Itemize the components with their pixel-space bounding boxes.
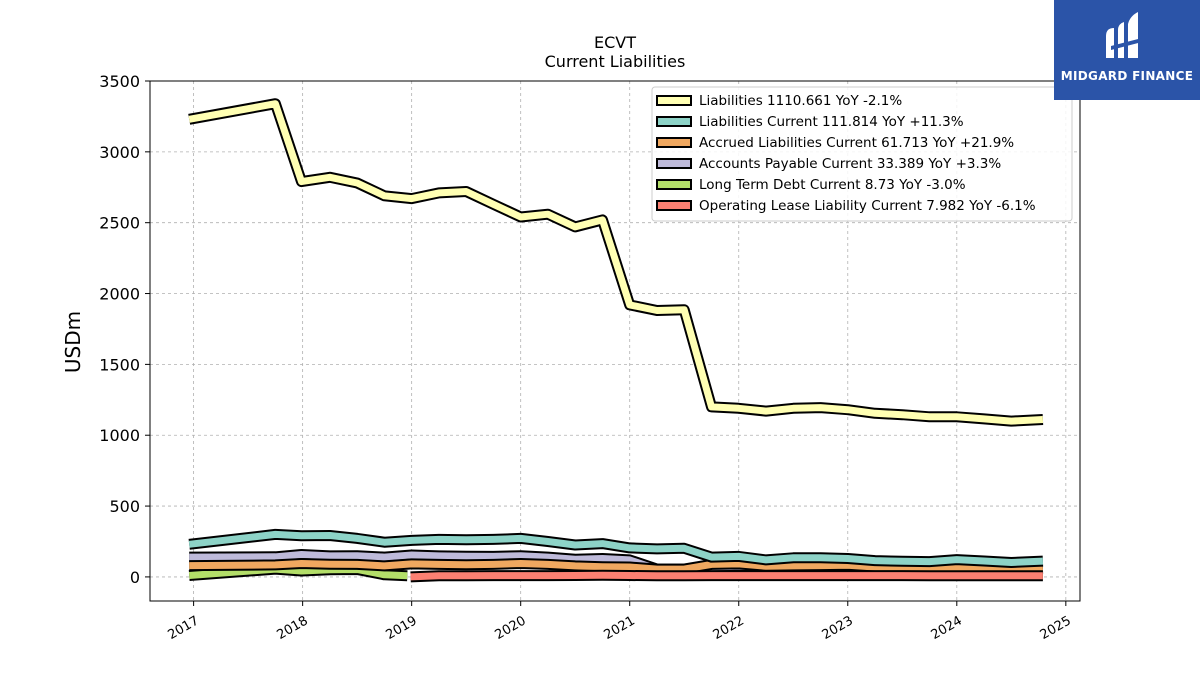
x-tick-label: 2018: [274, 613, 310, 643]
legend-label: Liabilities 1110.661 YoY -2.1%: [699, 93, 902, 109]
series-line: [188, 528, 1044, 568]
y-tick-label: 1000: [99, 426, 140, 445]
plot-frame: [149, 80, 1081, 602]
x-tick-label: 2017: [165, 613, 201, 643]
series-line: [410, 569, 1043, 583]
legend-label: Operating Lease Liability Current 7.982 …: [699, 198, 1036, 214]
brand-mark-icon: [1106, 12, 1142, 58]
y-tick-label: 1500: [99, 355, 140, 374]
y-tick-label: 2500: [99, 214, 140, 233]
brand-logo: MIDGARD FINANCE: [1054, 0, 1200, 100]
legend-box: [651, 86, 1073, 222]
legend-swatch: [656, 137, 692, 148]
legend-label: Long Term Debt Current 8.73 YoY -3.0%: [699, 177, 966, 193]
x-tick-label: 2021: [602, 613, 638, 643]
legend-swatch: [656, 158, 692, 169]
chart-subtitle: Current Liabilities: [545, 52, 686, 71]
legend: Liabilities 1110.661 YoY -2.1% Liabilitie…: [651, 86, 1073, 222]
brand-name: MIDGARD FINANCE: [1060, 69, 1194, 83]
y-tick-label: 0: [130, 568, 140, 587]
series-layer: [188, 98, 1044, 583]
series-stroke: [188, 100, 1044, 425]
x-tick-label: 2025: [1038, 613, 1074, 643]
series-stroke: [410, 571, 1043, 581]
x-tick-label: 2022: [711, 613, 747, 643]
y-tick-label: 3500: [99, 72, 140, 91]
x-tick-label: 2023: [820, 613, 856, 643]
legend-label: Accounts Payable Current 33.389 YoY +3.3…: [699, 156, 1001, 172]
x-tick-label: 2019: [384, 613, 420, 643]
y-tick-label: 500: [109, 497, 140, 516]
x-tick-label: 2020: [493, 613, 529, 643]
legend-label: Liabilities Current 111.814 YoY +11.3%: [699, 114, 964, 130]
series-line: [188, 98, 1044, 427]
legend-label: Accrued Liabilities Current 61.713 YoY +…: [699, 135, 1014, 151]
chart-title: ECVT: [594, 33, 636, 52]
series-stroke: [188, 530, 1044, 566]
y-tick-label: 2000: [99, 285, 140, 304]
y-axis-label: USDm: [61, 311, 85, 373]
x-tick-label: 2024: [929, 613, 965, 643]
legend-swatch: [656, 179, 692, 190]
legend-swatch: [656, 95, 692, 106]
legend-swatch: [656, 200, 692, 211]
legend-swatch: [656, 116, 692, 127]
y-tick-label: 3000: [99, 143, 140, 162]
series-stroke: [189, 560, 1044, 573]
series-line: [189, 558, 1044, 575]
